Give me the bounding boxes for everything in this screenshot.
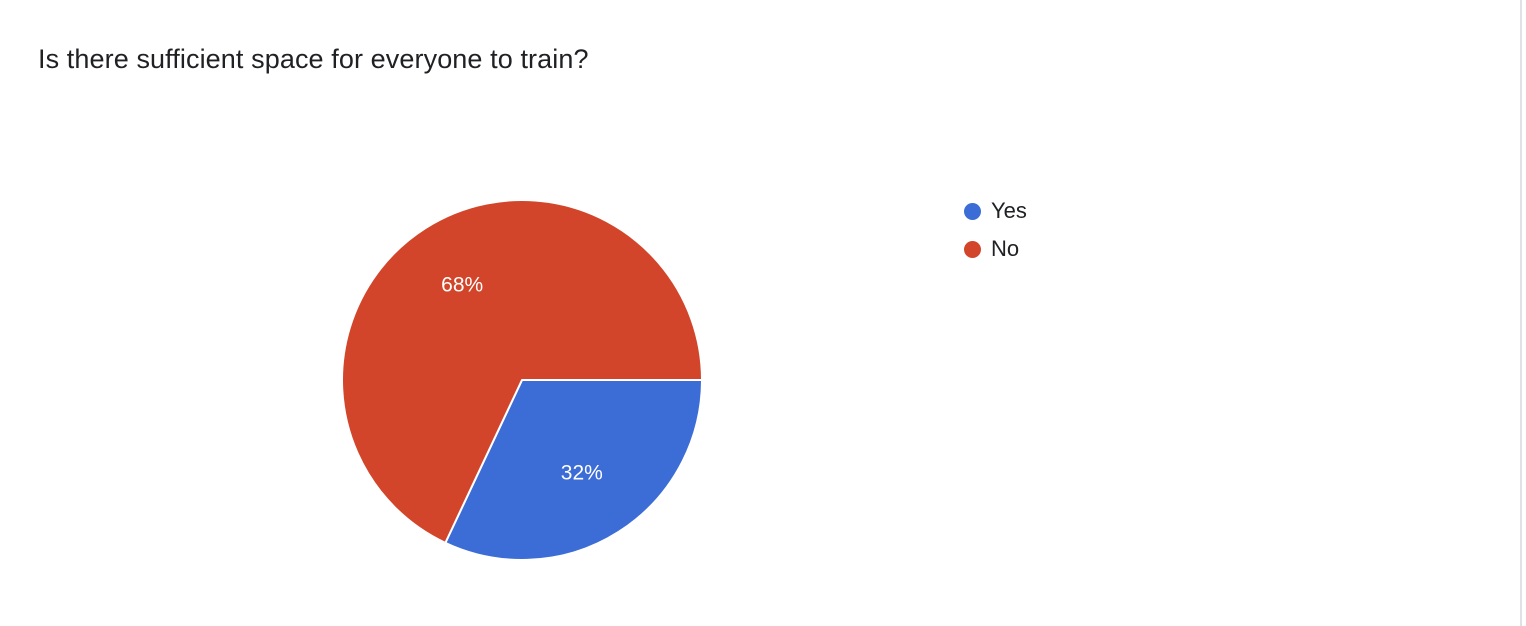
legend-color-dot [964,202,981,220]
legend-label: Yes [991,198,1027,223]
pie-chart-area: 32% 68% [340,198,704,562]
legend-item-yes: Yes [964,200,1027,222]
pie-slice-yes[interactable] [444,379,703,561]
legend-item-no: No [964,238,1027,260]
chart-title: Is there sufficient space for everyone t… [38,44,589,74]
chart-legend: Yes No [964,200,1027,276]
pie-slice-label-no: 68% [441,273,483,296]
card-right-border [1520,0,1522,626]
pie-slice-no[interactable] [341,199,703,544]
legend-color-dot [964,240,981,258]
pie-slice-label-yes: 32% [561,462,603,485]
pie-chart: 32% 68% [341,199,703,561]
legend-label: No [991,236,1020,261]
